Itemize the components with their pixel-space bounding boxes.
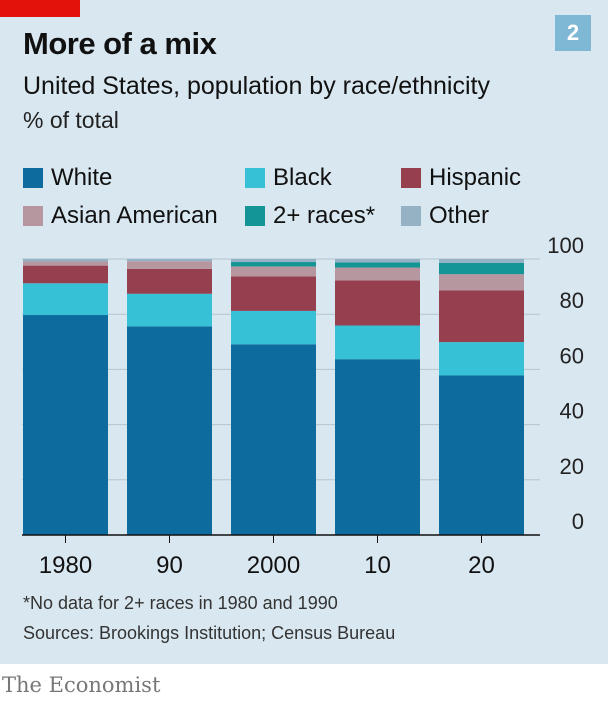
bar-segment-white-10 (335, 359, 420, 535)
legend-swatch-black (245, 168, 265, 188)
bar-segment-asian-american-90 (127, 261, 212, 269)
bar-segment-2-races-2000 (231, 262, 316, 267)
legend-item-white: White (23, 164, 112, 192)
bar-segment-black-10 (335, 325, 420, 360)
legend-label-hispanic: Hispanic (429, 164, 522, 191)
x-tick-label-90: 90 (156, 552, 183, 579)
bar-segment-white-2000 (231, 344, 316, 535)
legend-item-hispanic: Hispanic (401, 164, 521, 192)
bar-segment-black-90 (127, 293, 212, 327)
bar-segment-2-races-10 (335, 262, 420, 268)
y-tick-label-60: 60 (560, 343, 584, 368)
bar-segment-2-races-20 (439, 262, 524, 275)
legend-swatch-white (23, 168, 43, 188)
legend-label-asian-american: Asian American (51, 202, 218, 229)
legend-label-two-plus-races: 2+ races* (273, 202, 376, 229)
y-tick-label-0: 0 (572, 509, 584, 534)
legend-swatch-other (401, 206, 421, 226)
bar-segment-asian-american-10 (335, 267, 420, 281)
y-axis-unit: % of total (23, 107, 119, 133)
stacked-bar-chart: 0 20 40 60 80 100 1980 90 2000 10 20 (22, 233, 584, 579)
bar-segment-asian-american-2000 (231, 266, 316, 277)
y-tick-label-40: 40 (560, 399, 584, 424)
source-note: Sources: Brookings Institution; Census B… (23, 623, 396, 643)
bar-segment-asian-american-20 (439, 274, 524, 291)
legend-item-black: Black (245, 164, 332, 192)
footnote: *No data for 2+ races in 1980 and 1990 (23, 593, 338, 613)
bar-segment-black-1980 (23, 283, 108, 316)
y-tick-label-100: 100 (547, 233, 584, 258)
chart-title: More of a mix (23, 26, 217, 61)
legend-swatch-hispanic (401, 168, 421, 188)
bar-segment-hispanic-20 (439, 290, 524, 343)
bar-segment-hispanic-90 (127, 268, 212, 294)
bar-segment-hispanic-2000 (231, 276, 316, 311)
y-tick-label-20: 20 (560, 454, 584, 479)
legend-item-other: Other (401, 202, 489, 230)
bar-segment-white-1980 (23, 315, 108, 535)
legend-item-two-plus-races: 2+ races* (245, 202, 375, 230)
legend-item-asian-american: Asian American (23, 202, 218, 230)
brand-tag (0, 0, 80, 17)
legend-label-black: Black (273, 164, 332, 191)
x-tick-label-20: 20 (468, 552, 495, 579)
bar-segment-white-90 (127, 326, 212, 535)
legend-swatch-asian-american (23, 206, 43, 226)
bar-segment-other-90 (127, 259, 212, 262)
bar-segment-asian-american-1980 (23, 261, 108, 266)
bar-segment-hispanic-10 (335, 280, 420, 326)
x-tick-label-10: 10 (364, 552, 391, 579)
legend-label-white: White (51, 164, 113, 191)
chart-subtitle: United States, population by race/ethnic… (23, 72, 490, 100)
x-tick-label-1980: 1980 (39, 552, 92, 579)
legend-swatch-two-plus-races (245, 206, 265, 226)
bar-segment-other-20 (439, 259, 524, 263)
bar-segment-other-1980 (23, 259, 108, 262)
bar-segment-black-20 (439, 342, 524, 376)
bar-segment-hispanic-1980 (23, 265, 108, 284)
y-tick-label-80: 80 (560, 288, 584, 313)
bar-segment-other-2000 (231, 259, 316, 263)
bar-segment-other-10 (335, 259, 420, 263)
publisher-logo: The Economist (2, 673, 161, 697)
bar-segment-white-20 (439, 375, 524, 535)
bar-segment-black-2000 (231, 310, 316, 345)
x-tick-label-2000: 2000 (247, 552, 300, 579)
legend-label-other: Other (429, 202, 490, 229)
chart-number-badge: 2 (555, 15, 591, 51)
